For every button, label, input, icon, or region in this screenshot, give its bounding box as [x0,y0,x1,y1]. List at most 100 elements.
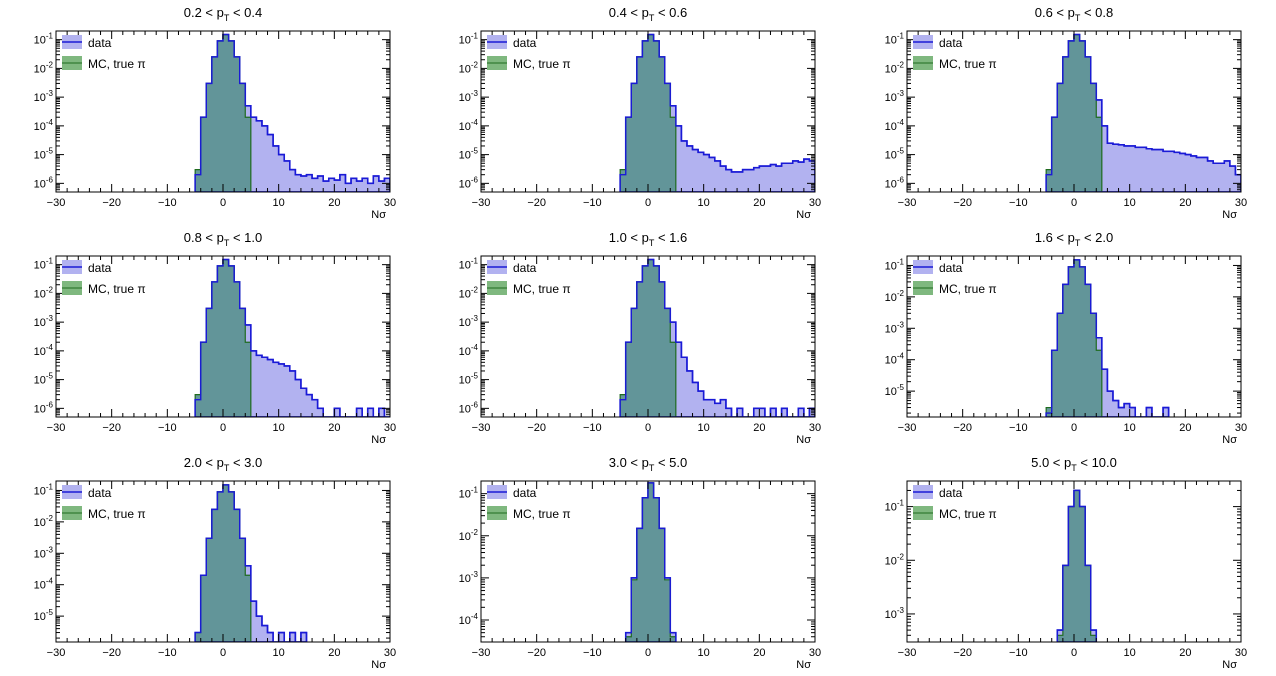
x-tick-label: −20 [953,197,972,209]
y-tick-label: 10-1 [34,257,54,272]
x-axis-label: Nσ [796,659,811,671]
y-tick-label: 10-6 [34,400,54,415]
panel-title: 0.8 < pT < 1.0 [184,230,263,248]
legend-data-label: data [88,36,112,50]
y-tick-label: 10-1 [459,32,479,47]
y-tick-label: 10-3 [459,570,479,585]
panel-title: 0.6 < pT < 0.8 [1035,5,1114,23]
panel-title: 3.0 < pT < 5.0 [609,455,688,473]
legend-mc-label: MC, true π [88,507,146,521]
mc-histogram [194,33,252,192]
x-tick-label: 30 [1235,197,1247,209]
x-tick-label: −20 [953,647,972,659]
histogram-panel: 0.8 < pT < 1.0 −30 −20 −10 0 10 20 30 Nσ 10-1 10-2… [0,225,425,450]
x-tick-label: −10 [583,422,602,434]
x-tick-label: 20 [753,197,765,209]
y-tick-label: 10-2 [459,60,479,75]
legend-mc-label: MC, true π [939,282,997,296]
y-tick-label: 10-3 [34,314,54,329]
x-tick-label: 30 [809,197,821,209]
y-tick-label: 10-2 [34,285,54,300]
x-tick-label: 20 [1179,197,1191,209]
x-tick-label: −10 [158,422,177,434]
histogram-panel: 1.0 < pT < 1.6 −30 −20 −10 0 10 20 30 Nσ 10-1 10-2… [425,225,850,450]
y-tick-label: 10-2 [459,528,479,543]
x-tick-label: 10 [1124,647,1136,659]
y-tick-label: 10-6 [459,175,479,190]
x-tick-label: −20 [527,197,546,209]
y-tick-label: 10-2 [34,60,54,75]
x-tick-label: 0 [645,422,651,434]
y-tick-label: 10-5 [885,383,905,398]
y-tick-label: 10-3 [459,314,479,329]
histogram-panel: 2.0 < pT < 3.0 −30 −20 −10 0 10 20 30 Nσ 10-1 10-2… [0,450,425,675]
x-tick-label: −10 [583,647,602,659]
y-tick-label: 10-3 [34,89,54,104]
x-tick-label: 10 [273,197,285,209]
x-tick-label: 30 [809,422,821,434]
x-tick-label: −30 [898,197,917,209]
legend-mc-label: MC, true π [513,507,571,521]
legend-data-label: data [88,261,112,275]
panel-title: 5.0 < pT < 10.0 [1031,455,1117,473]
x-tick-label: −10 [158,647,177,659]
x-axis-label: Nσ [371,434,386,446]
mc-histogram [619,33,677,192]
panel-title: 1.0 < pT < 1.6 [609,230,688,248]
y-tick-label: 10-6 [885,175,905,190]
mc-histogram [1045,33,1103,192]
legend-mc-label: MC, true π [939,507,997,521]
y-tick-label: 10-2 [459,285,479,300]
legend-data-label: data [939,261,963,275]
x-tick-label: 10 [698,422,710,434]
y-tick-label: 10-3 [885,320,905,335]
y-tick-label: 10-5 [459,147,479,162]
histogram-panel: 0.6 < pT < 0.8 −30 −20 −10 0 10 20 30 Nσ 10-1 10-2… [851,0,1276,225]
x-tick-label: −30 [898,422,917,434]
x-tick-label: 20 [753,647,765,659]
histogram-panel: 3.0 < pT < 5.0 −30 −20 −10 0 10 20 30 Nσ 10-1 10-2… [425,450,850,675]
x-tick-label: −30 [472,422,491,434]
y-tick-label: 10-3 [885,606,905,621]
data-outline [619,33,815,192]
legend-mc-label: MC, true π [88,57,146,71]
x-axis-label: Nσ [1222,434,1237,446]
x-tick-label: 20 [328,197,340,209]
y-tick-label: 10-6 [34,175,54,190]
legend-data-label: data [939,486,963,500]
panel-title: 0.2 < pT < 0.4 [184,5,263,23]
data-outline [1056,489,1097,642]
y-tick-label: 10-1 [459,486,479,501]
x-tick-label: −10 [158,197,177,209]
x-tick-label: −30 [472,647,491,659]
y-tick-label: 10-5 [34,372,54,387]
histogram-panel: 1.6 < pT < 2.0 −30 −20 −10 0 10 20 30 Nσ 10-1 10-2… [851,225,1276,450]
x-tick-label: −20 [102,647,121,659]
histogram-panel: 0.4 < pT < 0.6 −30 −20 −10 0 10 20 30 Nσ 10-1 10-2… [425,0,850,225]
legend-mc-label: MC, true π [513,57,571,71]
x-tick-label: −10 [1009,647,1028,659]
legend-data-label: data [88,486,112,500]
x-tick-label: 30 [384,647,396,659]
y-tick-label: 10-5 [34,608,54,623]
legend-data-label: data [513,36,537,50]
x-tick-label: 10 [698,647,710,659]
x-tick-label: −30 [472,197,491,209]
x-tick-label: 30 [384,422,396,434]
x-tick-label: −20 [527,422,546,434]
y-tick-label: 10-5 [34,147,54,162]
x-tick-label: 0 [1071,197,1077,209]
y-tick-label: 10-4 [885,118,905,133]
mc-histogram [1045,259,1103,417]
x-tick-label: 10 [273,422,285,434]
x-tick-label: 10 [698,197,710,209]
mc-histogram [625,482,677,642]
x-tick-label: 0 [1071,422,1077,434]
x-tick-label: −30 [898,647,917,659]
x-axis-label: Nσ [1222,659,1237,671]
